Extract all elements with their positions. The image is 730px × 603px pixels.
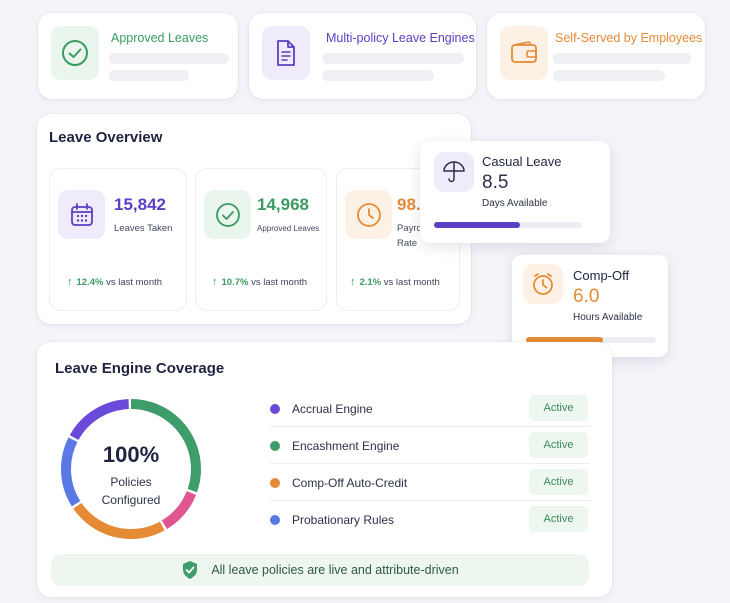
stat-label-line2: Rate bbox=[397, 238, 418, 249]
stat-card-approved-leaves[interactable]: 14,968 Approved Leaves ↑ 10.7% vs last mo… bbox=[195, 168, 327, 311]
trend-suffix: vs last month bbox=[383, 277, 440, 288]
engine-row-accrual[interactable]: Accrual Engine Active bbox=[270, 390, 590, 427]
engine-row-probationary[interactable]: Probationary Rules Active bbox=[270, 501, 590, 538]
leave-balance-label: Hours Available bbox=[573, 312, 643, 323]
coverage-status-banner: All leave policies are live and attribut… bbox=[51, 554, 589, 586]
coverage-donut-chart bbox=[61, 399, 201, 539]
trend-suffix: vs last month bbox=[251, 277, 308, 288]
feature-card-approved-leaves[interactable]: Approved Leaves bbox=[38, 13, 238, 99]
skeleton-line bbox=[553, 70, 665, 81]
stat-label-line1: Payro bbox=[397, 223, 422, 234]
status-badge: Active bbox=[529, 395, 588, 421]
check-circle-icon bbox=[51, 26, 99, 80]
casual-leave-progress bbox=[434, 222, 582, 228]
leave-type-title: Casual Leave bbox=[482, 154, 562, 169]
status-badge: Active bbox=[529, 469, 588, 495]
ring-segment-0 bbox=[61, 399, 201, 539]
stat-trend: ↑ 2.1% vs last month bbox=[350, 276, 440, 288]
feature-card-self-served[interactable]: Self-Served by Employees bbox=[487, 13, 705, 99]
skeleton-line bbox=[109, 70, 189, 81]
arrow-up-icon: ↑ bbox=[67, 276, 73, 288]
status-dot bbox=[270, 441, 280, 451]
status-badge: Active bbox=[529, 432, 588, 458]
status-dot bbox=[270, 404, 280, 414]
engine-row-comp-off[interactable]: Comp-Off Auto-Credit Active bbox=[270, 464, 590, 501]
leave-type-title: Comp-Off bbox=[573, 268, 630, 283]
status-dot bbox=[270, 478, 280, 488]
status-dot bbox=[270, 515, 280, 525]
trend-value: 10.7% bbox=[221, 277, 249, 288]
document-icon bbox=[262, 26, 310, 80]
stat-trend: ↑ 12.4% vs last month bbox=[67, 276, 162, 288]
ring-segment-2 bbox=[61, 399, 201, 539]
section-title: Leave Overview bbox=[49, 129, 163, 146]
skeleton-line bbox=[322, 53, 464, 64]
progress-fill bbox=[434, 222, 520, 228]
casual-leave-card[interactable]: Casual Leave 8.5 Days Available bbox=[420, 141, 610, 243]
trend-suffix: vs last month bbox=[106, 277, 163, 288]
stat-label: Approved Leaves bbox=[257, 224, 320, 233]
arrow-up-icon: ↑ bbox=[350, 276, 356, 288]
arrow-up-icon: ↑ bbox=[212, 276, 218, 288]
calendar-icon bbox=[58, 190, 105, 239]
check-circle-icon bbox=[204, 190, 251, 239]
skeleton-line bbox=[553, 53, 691, 64]
feature-title: Approved Leaves bbox=[111, 31, 209, 45]
banner-text: All leave policies are live and attribut… bbox=[211, 563, 459, 577]
engine-name: Probationary Rules bbox=[292, 513, 395, 527]
coverage-label-line1: Policies bbox=[110, 475, 152, 489]
umbrella-icon bbox=[434, 152, 474, 192]
comp-off-progress bbox=[526, 337, 656, 343]
status-badge: Active bbox=[529, 506, 588, 532]
stat-label: Leaves Taken bbox=[114, 223, 173, 234]
progress-fill bbox=[526, 337, 603, 343]
stat-trend: ↑ 10.7% vs last month bbox=[212, 276, 307, 288]
leave-balance-value: 8.5 bbox=[482, 172, 509, 193]
engine-name: Encashment Engine bbox=[292, 439, 400, 453]
ring-segment-3 bbox=[61, 399, 201, 539]
feature-card-multi-policy[interactable]: Multi-policy Leave Engines bbox=[249, 13, 476, 99]
leave-balance-value: 6.0 bbox=[573, 286, 600, 307]
stat-value: 15,842 bbox=[114, 195, 166, 214]
shield-check-icon bbox=[183, 561, 198, 579]
coverage-label-line2: Configured bbox=[101, 493, 161, 507]
stat-value: 98. bbox=[397, 195, 421, 214]
timer-icon bbox=[523, 264, 563, 304]
engine-row-encashment[interactable]: Encashment Engine Active bbox=[270, 427, 590, 464]
leave-balance-label: Days Available bbox=[482, 198, 548, 209]
skeleton-line bbox=[109, 53, 229, 64]
feature-title: Multi-policy Leave Engines bbox=[326, 31, 475, 45]
engine-name: Comp-Off Auto-Credit bbox=[292, 476, 408, 490]
engine-name: Accrual Engine bbox=[292, 402, 373, 416]
feature-title: Self-Served by Employees bbox=[555, 31, 703, 45]
trend-value: 12.4% bbox=[76, 277, 104, 288]
coverage-percent: 100% bbox=[102, 442, 160, 467]
clock-icon bbox=[345, 190, 392, 239]
stat-card-leaves-taken[interactable]: 15,842 Leaves Taken ↑ 12.4% vs last month bbox=[49, 168, 187, 311]
stat-value: 14,968 bbox=[257, 195, 309, 214]
comp-off-card[interactable]: Comp-Off 6.0 Hours Available bbox=[512, 255, 668, 357]
skeleton-line bbox=[322, 70, 434, 81]
stat-label: Payro Rate bbox=[397, 221, 422, 251]
trend-value: 2.1% bbox=[359, 277, 382, 288]
wallet-icon bbox=[500, 26, 548, 80]
section-title: Leave Engine Coverage bbox=[55, 360, 225, 377]
